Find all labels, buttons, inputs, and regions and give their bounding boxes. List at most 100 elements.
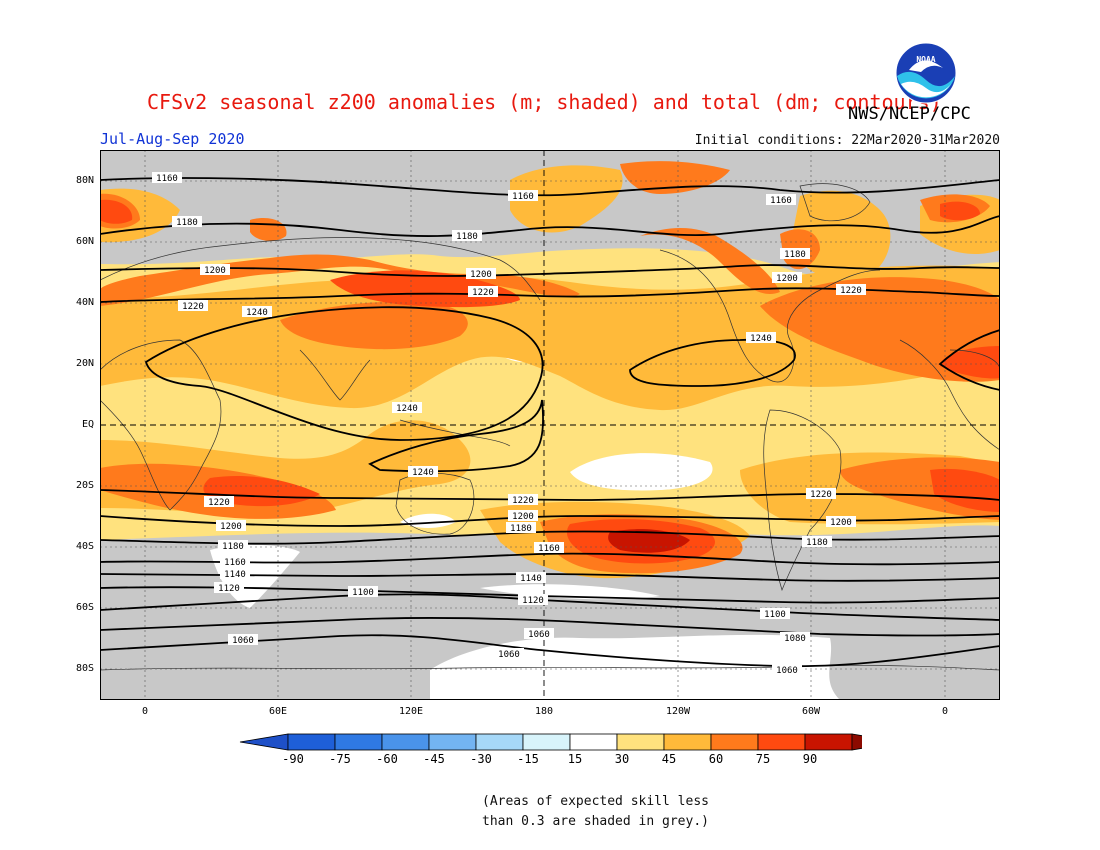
contour-label: 1220 — [840, 286, 862, 296]
contour-label: 1060 — [498, 650, 520, 660]
skill-footnote: (Areas of expected skill less than 0.3 a… — [482, 792, 709, 832]
colorbar-segment — [381, 733, 430, 751]
colorbar-label: -60 — [376, 752, 398, 766]
lon-label: 120E — [398, 706, 424, 717]
colorbar-label: -75 — [329, 752, 351, 766]
contour-1160-south — [100, 552, 1000, 566]
colorbar-label: 90 — [802, 752, 818, 766]
colorbar-label: 60 — [708, 752, 724, 766]
lat-label: 40S — [75, 541, 94, 552]
lat-label: 20S — [75, 480, 94, 491]
colorbar-segment — [616, 733, 665, 751]
contour-1200-south — [100, 515, 1000, 527]
contour-1220-north — [100, 287, 1000, 303]
season-label: Jul-Aug-Sep 2020 — [100, 130, 245, 148]
contour-1080-south — [100, 616, 1000, 637]
contour-label: 1180 — [806, 538, 828, 548]
contour-1060-south — [100, 634, 1000, 668]
map-frame — [100, 150, 1000, 700]
colorbar-segment — [522, 733, 571, 751]
lat-label: 60S — [75, 602, 94, 613]
footnote-line-2: than 0.3 are shaded in grey.) — [482, 814, 709, 829]
contour-1240-eurasia — [144, 306, 544, 441]
anomaly-60-75-pacific-north — [940, 346, 1000, 379]
anomaly-60-75-arctic-1 — [100, 199, 133, 224]
contour-label: 1240 — [246, 308, 268, 318]
contour-label: 1240 — [750, 334, 772, 344]
noaa-logo-icon: NOAA — [895, 42, 957, 104]
contour-label: 1060 — [776, 666, 798, 676]
anomaly-60-75-arctic-2 — [940, 201, 980, 221]
reference-lines — [100, 150, 1000, 700]
map-panel: 1160 1160 1160 1180 1180 1180 1200 1200 … — [100, 150, 1000, 700]
contour-label: 1220 — [810, 490, 832, 500]
contour-1240-australia — [368, 399, 544, 473]
lon-label: 60E — [268, 706, 288, 717]
coastline-greenland — [799, 183, 871, 222]
contour-label: 1080 — [784, 634, 806, 644]
coastline-africa-east — [899, 339, 1000, 451]
lon-label: 0 — [141, 706, 149, 717]
contour-label: 1200 — [204, 266, 226, 276]
contour-label: 1180 — [510, 524, 532, 534]
contour-1160-north — [100, 177, 1000, 197]
contour-label: 1160 — [156, 174, 178, 184]
initial-conditions-label: Initial conditions: 22Mar2020-31Mar2020 — [694, 133, 1000, 148]
colorbar-segment — [757, 733, 806, 751]
colorbar-label: 45 — [661, 752, 677, 766]
colorbar-segment — [475, 733, 524, 751]
contour-label: 1140 — [520, 574, 542, 584]
contour-label: 1120 — [522, 596, 544, 606]
lat-label: 80S — [75, 663, 94, 674]
contour-label: 1100 — [352, 588, 374, 598]
colorbar-segment — [710, 733, 759, 751]
contour-label: 1160 — [538, 544, 560, 554]
coastline-africa — [100, 339, 222, 511]
colorbar-segment — [428, 733, 477, 751]
contour-1240-atlantic — [938, 329, 1000, 391]
contour-label: 1160 — [512, 192, 534, 202]
contour-1220-south — [100, 489, 1000, 501]
coastline-antarctica — [100, 665, 1000, 671]
colorbar-segment — [287, 733, 336, 751]
colorbar-segment — [663, 733, 712, 751]
coastline-maritime-continent — [399, 419, 511, 447]
colorbar-segment — [569, 733, 618, 751]
contour-label: 1220 — [472, 288, 494, 298]
anomaly-45-60-north-america — [640, 227, 780, 294]
contour-labels: 1160 1160 1160 1180 1180 1180 1200 1200 … — [152, 172, 866, 676]
colorbar-label: -15 — [517, 752, 539, 766]
lat-label: EQ — [81, 419, 94, 430]
contour-label: 1200 — [776, 274, 798, 284]
contour-1180-north — [100, 215, 1000, 237]
contour-label: 1220 — [182, 302, 204, 312]
contour-label: 1160 — [224, 558, 246, 568]
colorbar-label: 75 — [755, 752, 771, 766]
noaa-logo-text: NOAA — [916, 55, 935, 64]
contour-label: 1100 — [764, 610, 786, 620]
chart-title: CFSv2 seasonal z200 anomalies (m; shaded… — [147, 90, 942, 114]
contour-label: 1180 — [784, 250, 806, 260]
lat-label: 60N — [75, 236, 94, 247]
lat-label: 80N — [75, 175, 94, 186]
coastline-europe-asia — [100, 237, 541, 301]
near-zero-region-pacific — [570, 453, 713, 491]
colorbar-right-arrow — [851, 733, 862, 751]
contour-1180-south — [100, 530, 1000, 545]
colorbar-label: -45 — [423, 752, 445, 766]
agency-label: NWS/NCEP/CPC — [848, 104, 971, 124]
colorbar-label: -30 — [470, 752, 492, 766]
colorbar — [239, 733, 862, 751]
contour-label: 1180 — [456, 232, 478, 242]
contour-1200-north — [100, 264, 1000, 277]
colorbar-left-arrow — [239, 733, 289, 751]
near-zero-region-antarctic — [480, 584, 660, 600]
anomaly-60-75-south-atlantic — [930, 468, 1000, 512]
anomaly-30-45-arctic-1 — [510, 165, 623, 233]
anomaly-45-60-eurasia — [280, 301, 468, 350]
colorbar-segment — [804, 733, 853, 751]
contour-label: 1200 — [830, 518, 852, 528]
footnote-line-1: (Areas of expected skill less — [482, 794, 709, 809]
anomaly-60-75-asia — [330, 270, 520, 308]
anomaly-75-90-south-pacific — [608, 529, 690, 553]
